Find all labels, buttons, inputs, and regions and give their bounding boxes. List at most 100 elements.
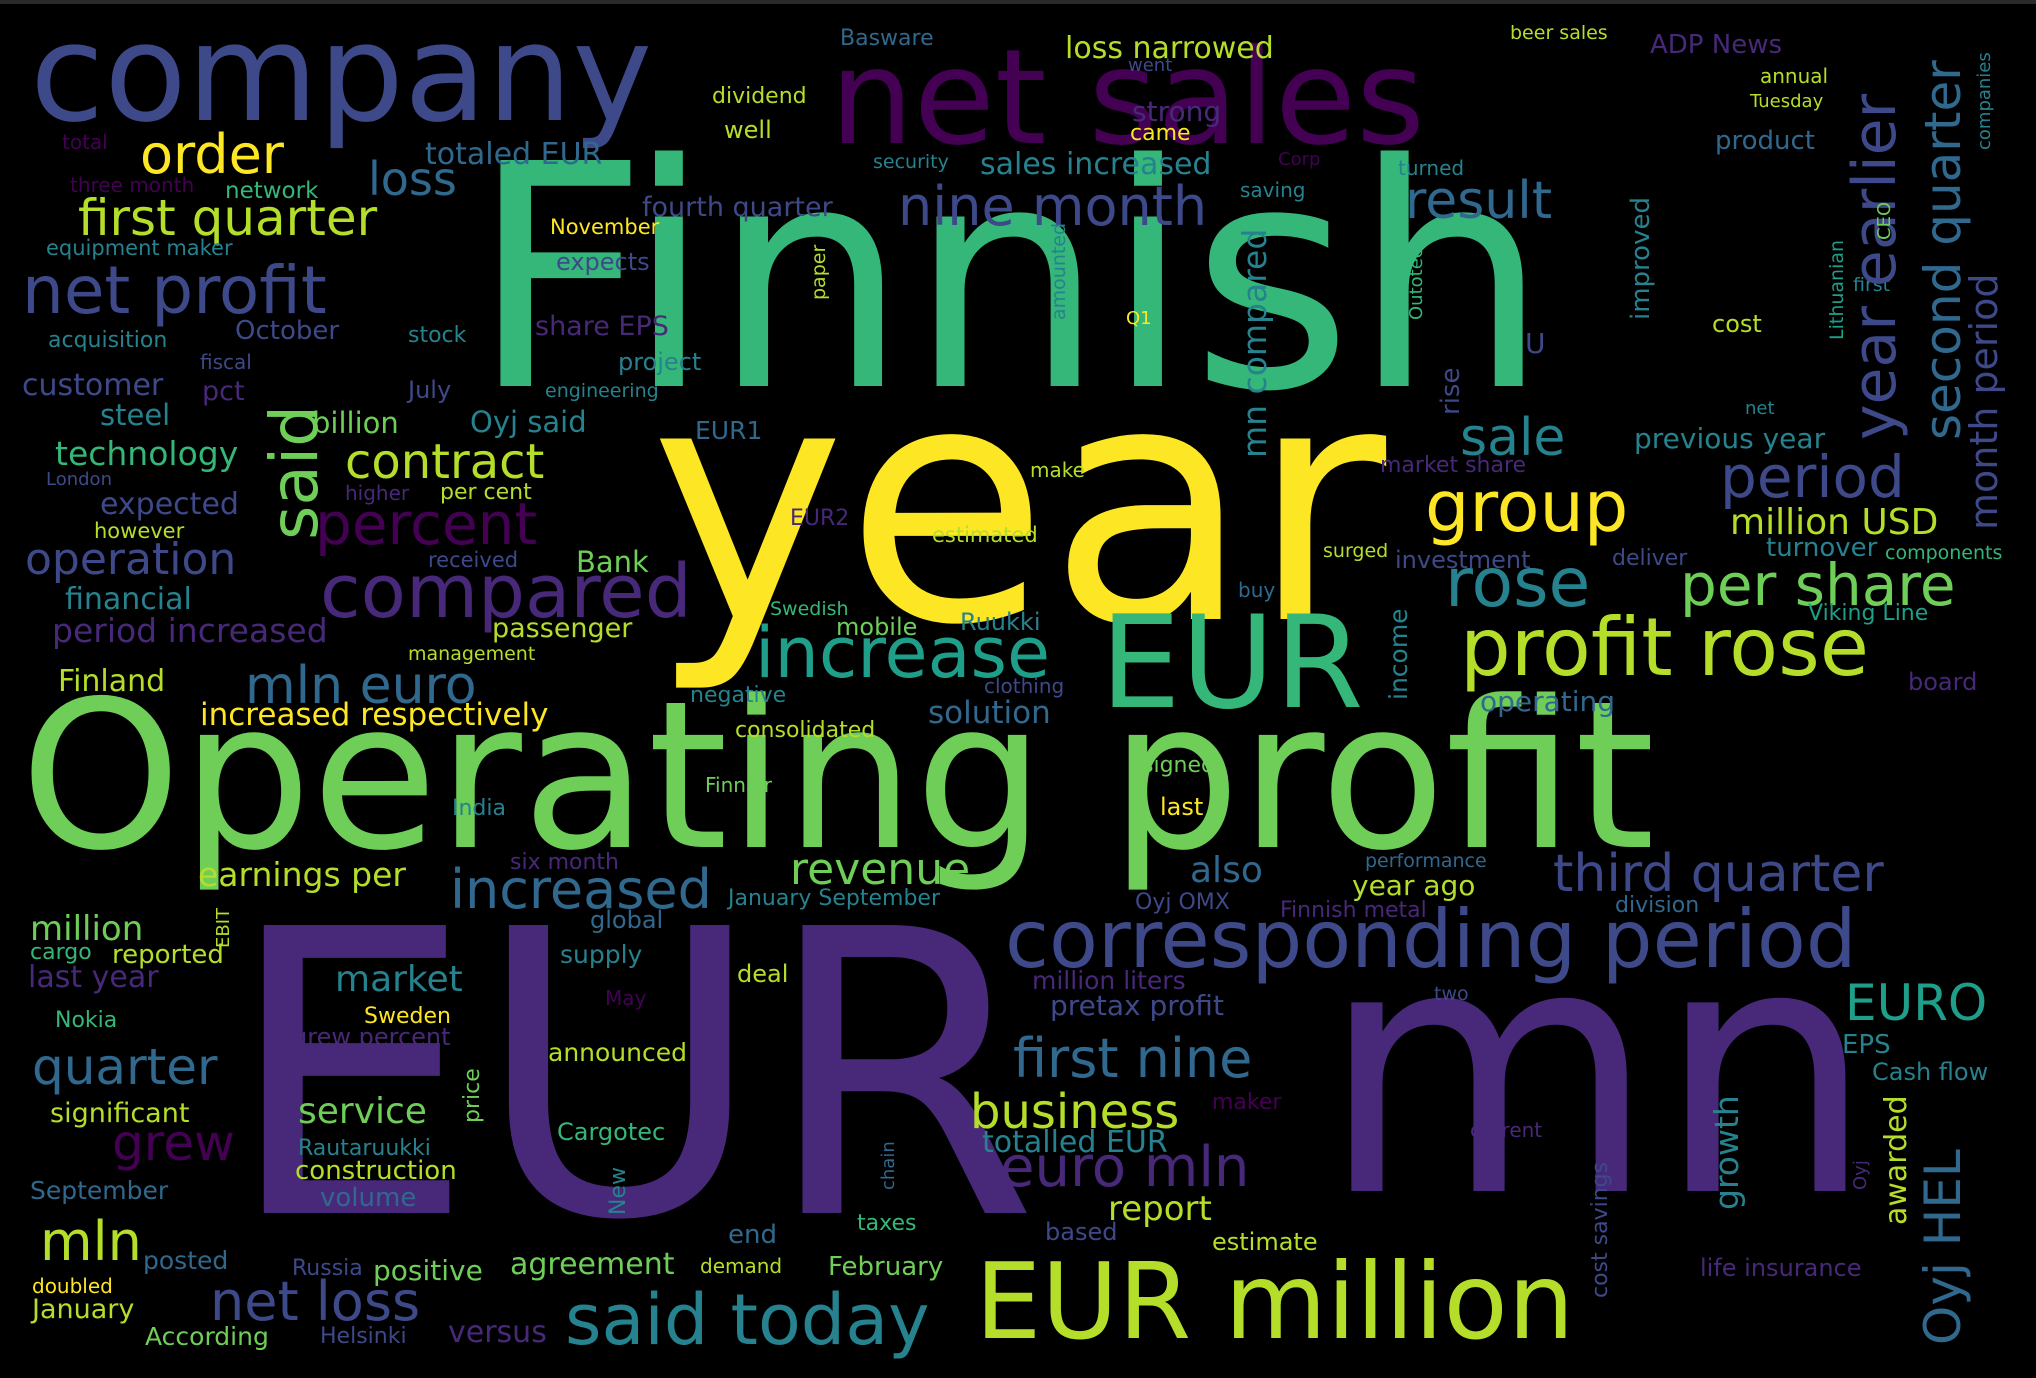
word-ruukki: Ruukki [960, 608, 1041, 636]
word-mln-euro: mln euro [245, 656, 477, 716]
word-company: company [30, 0, 653, 152]
word-fourth-quarter: fourth quarter [642, 192, 833, 223]
word-new: New [606, 1167, 631, 1215]
word-september: September [30, 1176, 169, 1205]
word-technology: technology [55, 434, 239, 473]
word-cargotec: Cargotec [557, 1118, 666, 1146]
word-went: went [1128, 55, 1173, 76]
word-taxes: taxes [857, 1211, 917, 1236]
word-maker: maker [1212, 1090, 1282, 1115]
word-first-quarter: first quarter [78, 189, 378, 247]
word-passenger: passenger [492, 613, 633, 644]
word-increased: increased [450, 858, 712, 921]
word-said: said [256, 404, 333, 540]
word-negative: negative [690, 683, 787, 708]
word-management: management [408, 643, 536, 665]
word-period: period [1720, 443, 1905, 511]
word-current: current [1470, 1118, 1543, 1142]
word-amounted: amounted [1048, 222, 1070, 320]
word-cash-flow: Cash flow [1872, 1058, 1989, 1086]
word-strong: strong [1132, 95, 1222, 128]
word-loss-narrowed: loss narrowed [1065, 31, 1274, 66]
word-service: service [298, 1091, 427, 1132]
word-income: income [1384, 608, 1413, 700]
word-investment: investment [1395, 546, 1531, 574]
word-security: security [873, 151, 949, 173]
word-positive: positive [373, 1254, 483, 1287]
word-per-cent: per cent [440, 480, 532, 505]
word-doubled: doubled [32, 1274, 113, 1298]
word-market: market [335, 959, 463, 1000]
word-grew: grew [112, 1114, 235, 1172]
word-net: net [1745, 398, 1775, 419]
word-lithuanian: Lithuanian [1826, 239, 1848, 340]
word-january-september: January September [728, 886, 940, 911]
word-annual: annual [1760, 64, 1829, 88]
word-posted: posted [143, 1246, 229, 1275]
word-consolidated: consolidated [735, 718, 876, 743]
word-third-quarter: third quarter [1553, 844, 1884, 904]
word-saving: saving [1240, 178, 1306, 202]
word-components: components [1885, 542, 2003, 564]
word-million: million [30, 909, 144, 949]
word-pct: pct [202, 376, 245, 407]
word-customer: customer [22, 368, 164, 403]
word-mn-compared: mn compared [1235, 228, 1274, 458]
word-operating-profit: Operating profit [20, 658, 1655, 896]
word-received: received [428, 548, 519, 572]
word-corp: Corp [1278, 149, 1321, 170]
word-two: two [1434, 983, 1469, 1005]
word-steel: steel [100, 398, 171, 432]
word-month-period: month period [1962, 273, 2006, 530]
word-mobile: mobile [836, 613, 918, 641]
word-increased-respectively: increased respectively [200, 697, 549, 733]
word-basware: Basware [840, 26, 934, 51]
word-u: U [1525, 327, 1546, 360]
word-cost: cost [1712, 310, 1762, 338]
word-finnish: Finnish [470, 99, 1549, 460]
word-business: business [970, 1084, 1180, 1140]
word-reported: reported [112, 940, 224, 970]
word-india: India [452, 796, 506, 821]
word-engineering: engineering [545, 380, 659, 402]
word-may: May [605, 986, 647, 1010]
word-board: board [1908, 668, 1978, 696]
word-higher: higher [345, 481, 410, 505]
word-division: division [1615, 893, 1700, 918]
word-project: project [618, 348, 702, 376]
word-russia: Russia [292, 1256, 363, 1281]
word-percent: percent [315, 490, 538, 558]
word-swedish: Swedish [770, 598, 849, 620]
word-three-month: three month [70, 173, 195, 197]
word-oyj-small: Oyj [1850, 1160, 1871, 1190]
word-grew-percent: grew percent [292, 1023, 451, 1051]
word-also: also [1190, 850, 1263, 891]
word-equipment-maker: equipment maker [46, 236, 233, 260]
word-six-month: six month [510, 850, 619, 875]
window-top-border [0, 0, 2036, 4]
word-profit-rose: profit rose [1460, 601, 1870, 694]
word-outotec: Outotec [1406, 248, 1427, 320]
word-finnish-metal: Finnish metal [1280, 898, 1427, 923]
word-said-today: said today [565, 1279, 930, 1361]
word-ceo: CEO [1874, 201, 1895, 240]
word-operating: operating [1480, 685, 1616, 718]
word-eur-large: EUR [225, 847, 1039, 1307]
word-february: February [828, 1252, 944, 1282]
word-well: well [724, 116, 772, 144]
word-nokia: Nokia [55, 1008, 118, 1033]
word-first: first [1853, 274, 1891, 296]
word-product: product [1715, 126, 1816, 156]
word-contract: contract [345, 434, 545, 490]
word-july: July [408, 376, 452, 404]
word-signed: signed [1142, 753, 1215, 778]
word-sales-increased: sales increased [980, 147, 1212, 182]
word-previous-year: previous year [1634, 422, 1826, 455]
word-clothing: clothing [984, 674, 1065, 698]
word-surged: surged [1323, 540, 1389, 562]
word-net-loss: net loss [210, 1270, 421, 1333]
word-viking-line: Viking Line [1808, 601, 1929, 626]
word-chain: chain [878, 1141, 899, 1190]
word-rise: rise [1436, 367, 1466, 415]
